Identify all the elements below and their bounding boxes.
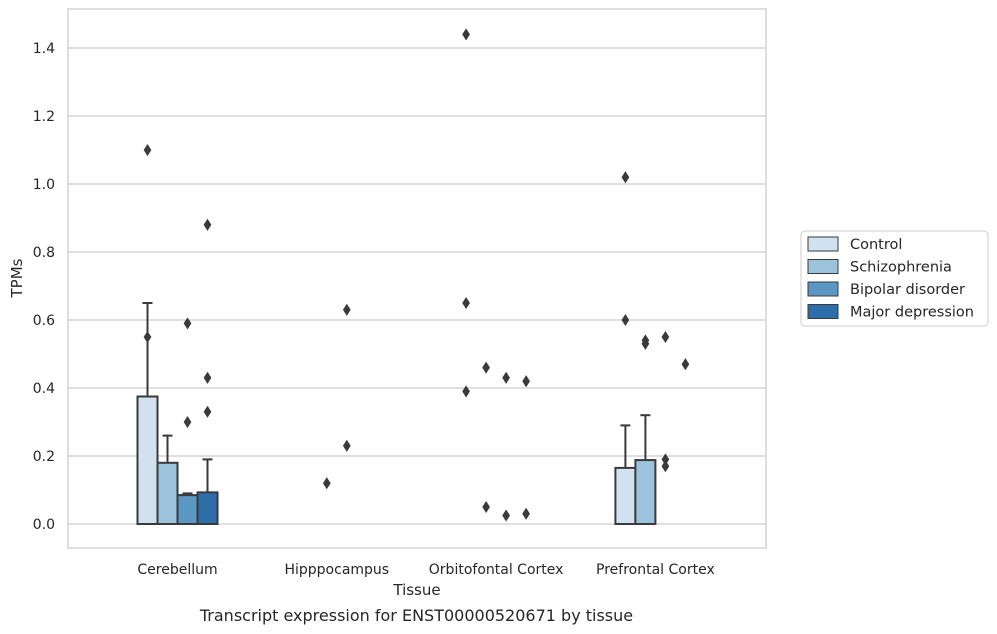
outlier-point — [621, 313, 630, 327]
outlier-point — [482, 500, 490, 514]
plot-frame — [67, 8, 767, 549]
outlier-point — [502, 509, 510, 522]
legend-label: Bipolar disorder — [850, 282, 965, 298]
x-tick-label: Orbitofontal Cortex — [429, 562, 564, 578]
outlier-point — [143, 330, 152, 344]
bar — [614, 466, 637, 525]
bar — [176, 494, 199, 526]
outlier-point — [641, 334, 650, 347]
y-tick-label: 0.6 — [33, 313, 55, 329]
legend-label: Control — [850, 237, 902, 253]
outlier-point — [502, 371, 510, 384]
outlier-point — [322, 477, 331, 490]
x-axis-label: Tissue — [392, 581, 440, 599]
figure-caption: Transcript expression for ENST0000052067… — [199, 606, 634, 625]
outlier-point — [681, 358, 690, 371]
y-tick-label: 0.2 — [33, 449, 55, 465]
outlier-point — [482, 361, 490, 374]
y-axis-label: TPMs — [8, 258, 26, 298]
outlier-point — [342, 303, 351, 316]
legend-frame — [800, 230, 989, 327]
outlier-point — [462, 385, 470, 398]
outliers — [143, 28, 690, 522]
error-bars — [142, 302, 651, 496]
outlier-point — [621, 171, 630, 184]
bar — [156, 461, 179, 525]
outlier-point — [183, 317, 192, 330]
y-tick-label: 1.4 — [33, 41, 55, 57]
outlier-point — [462, 28, 470, 41]
y-tick-label: 0.8 — [33, 245, 55, 261]
legend-label: Major depression — [850, 305, 974, 321]
x-tick-labels: Cerebellum Hipppocampus Orbitofontal Corte… — [137, 562, 714, 578]
legend-swatch — [807, 304, 839, 319]
x-tick-label: Cerebellum — [137, 562, 217, 578]
outlier-point — [661, 330, 670, 344]
outlier-point — [462, 296, 470, 310]
legend-swatch — [807, 259, 839, 274]
outlier-point — [661, 460, 670, 473]
outlier-point — [522, 507, 530, 520]
outlier-point — [203, 405, 212, 418]
bar — [634, 459, 657, 525]
y-tick-label: 0.0 — [33, 517, 55, 533]
y-tick-label: 1.2 — [33, 109, 55, 125]
y-tick-labels: 0.0 0.2 0.4 0.6 0.8 1.0 1.2 1.4 — [33, 41, 55, 533]
outlier-point — [342, 439, 351, 452]
gridlines — [68, 47, 766, 525]
outlier-point — [183, 415, 192, 429]
bar — [196, 491, 219, 526]
x-tick-label: Hipppocampus — [284, 562, 389, 578]
legend: Control Schizophrenia Bipolar disorder Majo… — [800, 230, 989, 327]
outlier-point — [203, 218, 212, 231]
bars — [136, 395, 657, 526]
x-tick-label: Prefrontal Cortex — [596, 562, 715, 578]
outlier-point — [143, 143, 152, 157]
y-tick-label: 1.0 — [33, 177, 55, 193]
bar — [136, 395, 159, 525]
legend-swatch — [807, 281, 839, 297]
legend-swatch — [807, 236, 839, 252]
legend-label: Schizophrenia — [850, 260, 952, 276]
outlier-point — [522, 375, 530, 388]
y-tick-label: 0.4 — [33, 381, 55, 397]
outlier-point — [203, 371, 212, 384]
